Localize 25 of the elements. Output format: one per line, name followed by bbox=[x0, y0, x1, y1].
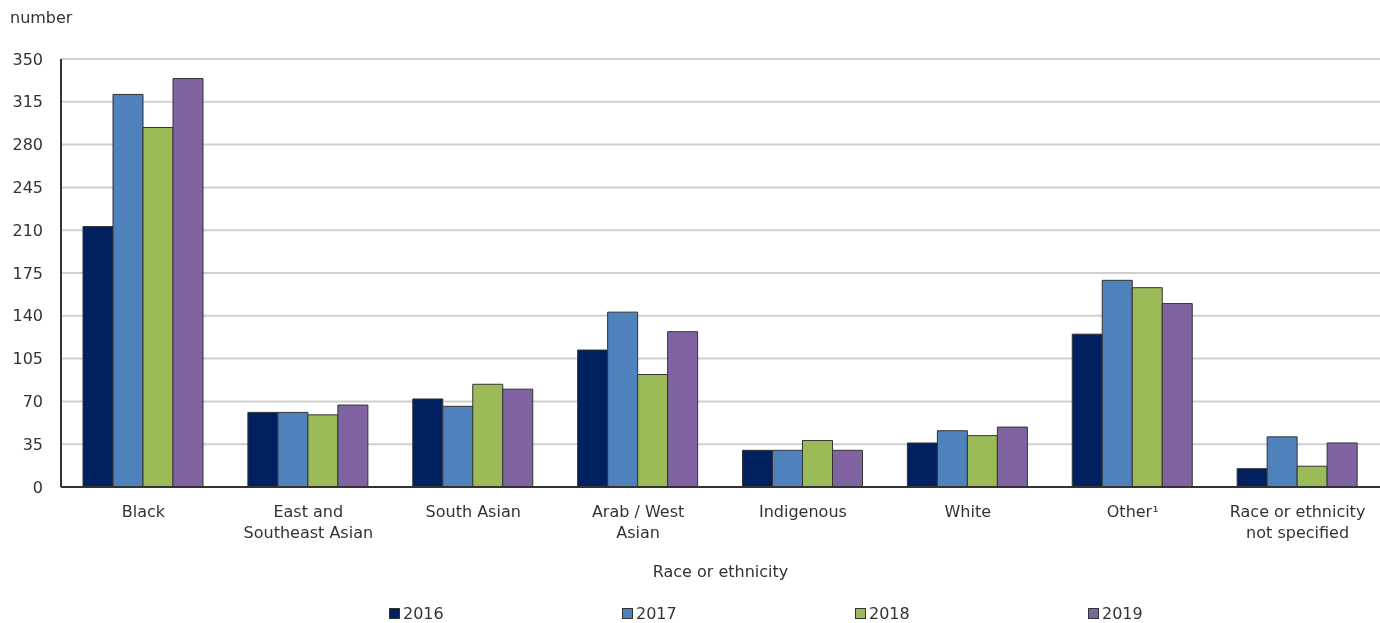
x-tick-label: South Asian bbox=[425, 502, 521, 521]
x-tick-label: Race or ethnicity not specified bbox=[1229, 502, 1366, 542]
x-tick-label: Black bbox=[121, 502, 166, 521]
x-tick-label: East and Southeast Asian bbox=[243, 502, 374, 542]
y-tick-label: 280 bbox=[12, 135, 43, 155]
x-tick-label: Arab / West Asian bbox=[591, 502, 685, 542]
y-axis-title: number bbox=[10, 8, 73, 27]
y-tick-label: 70 bbox=[22, 392, 43, 412]
y-tick-label: 350 bbox=[12, 49, 43, 69]
y-tick-label: 210 bbox=[12, 220, 43, 240]
x-axis-title: Race or ethnicity bbox=[652, 562, 789, 581]
x-tick-label: Other¹ bbox=[1106, 502, 1159, 521]
legend-label: 2018 bbox=[869, 603, 910, 623]
x-tick-label: Indigenous bbox=[759, 502, 847, 521]
y-tick-label: 35 bbox=[22, 434, 43, 454]
x-tick-label: White bbox=[944, 502, 992, 521]
y-tick-label: 140 bbox=[12, 306, 43, 326]
y-tick-label: 0 bbox=[32, 477, 43, 497]
y-tick-label: 105 bbox=[12, 349, 43, 369]
y-tick-label: 245 bbox=[12, 178, 43, 198]
y-tick-label: 315 bbox=[12, 92, 43, 112]
legend-label: 2019 bbox=[1102, 603, 1143, 623]
legend-label: 2016 bbox=[403, 603, 444, 623]
legend-label: 2017 bbox=[636, 603, 677, 623]
y-tick-label: 175 bbox=[12, 263, 43, 283]
